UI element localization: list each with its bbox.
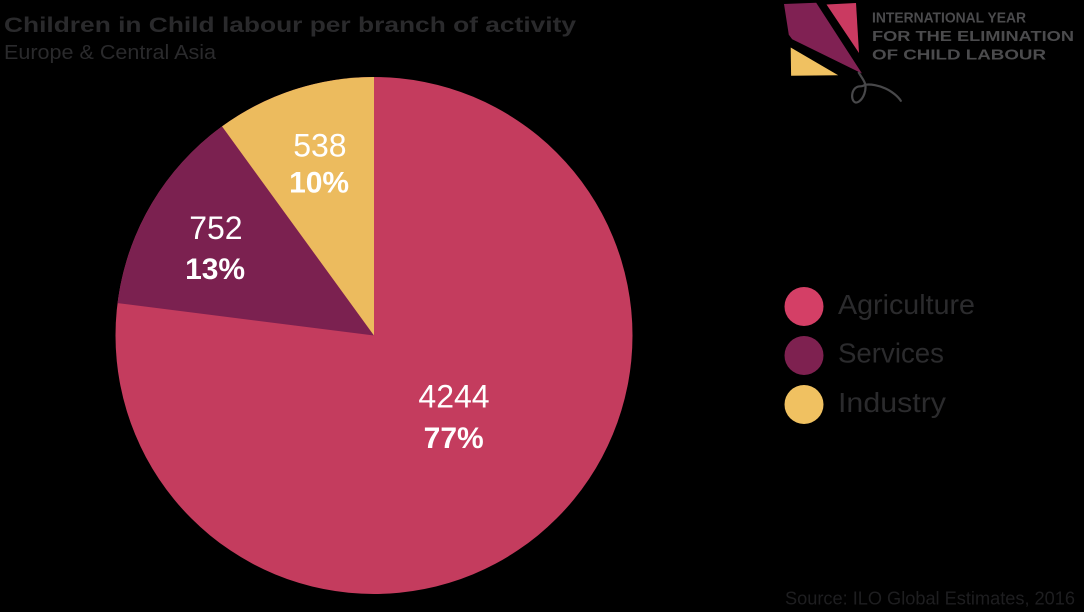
- svg-text:Source: ILO Global Estimates,: Source: ILO Global Estimates, 2016: [785, 589, 1075, 609]
- svg-text:Industry: Industry: [838, 387, 946, 418]
- svg-text:13%: 13%: [185, 253, 245, 286]
- svg-text:INTERNATIONAL YEAR: INTERNATIONAL YEAR: [872, 9, 1026, 26]
- svg-text:FOR THE ELIMINATION: FOR THE ELIMINATION: [872, 28, 1074, 45]
- svg-text:538: 538: [293, 128, 346, 164]
- svg-text:Agriculture: Agriculture: [838, 289, 975, 320]
- svg-text:OF CHILD LABOUR: OF CHILD LABOUR: [872, 46, 1046, 63]
- svg-text:Children in Child labour per b: Children in Child labour per branch of a…: [4, 14, 576, 37]
- svg-text:4244: 4244: [418, 379, 489, 415]
- svg-text:10%: 10%: [289, 166, 349, 199]
- svg-text:77%: 77%: [424, 422, 484, 455]
- svg-text:Services: Services: [838, 338, 944, 369]
- svg-text:Europe & Central Asia: Europe & Central Asia: [4, 42, 217, 64]
- svg-text:752: 752: [189, 210, 242, 246]
